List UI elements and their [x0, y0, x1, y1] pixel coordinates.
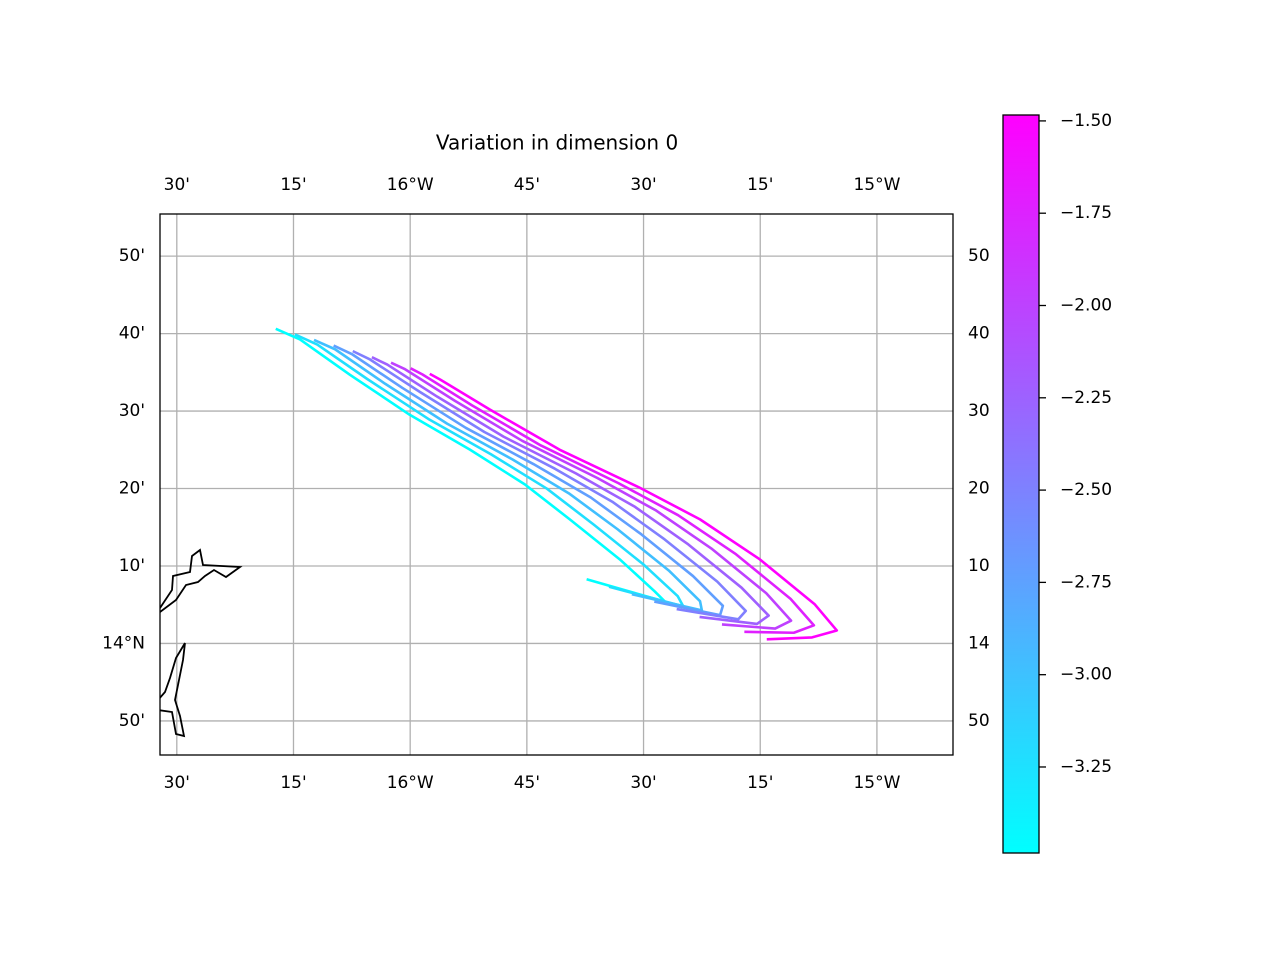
x-tick-label-top: 15°W	[853, 175, 900, 195]
colorbar-tick-label: −2.75	[1060, 572, 1112, 592]
colorbar-tick-label: −3.25	[1060, 757, 1112, 777]
trajectory	[275, 327, 667, 603]
x-tick-label-top: 16°W	[387, 175, 434, 195]
x-tick-label-top: 30'	[164, 175, 190, 195]
coast	[160, 642, 186, 738]
plot-frame	[159, 213, 954, 756]
y-tick-label: 50'	[119, 711, 145, 731]
y-tick-label: 50'	[119, 246, 145, 266]
y2-tick-label: 50	[968, 711, 990, 731]
x-tick-label: 15'	[747, 773, 773, 793]
trajectory	[352, 349, 748, 621]
y-tick-label: 40'	[119, 324, 145, 344]
x-tick-label: 45'	[514, 773, 540, 793]
x-tick-label-top: 30'	[630, 175, 656, 195]
trajectory	[313, 338, 704, 612]
colorbar-tick-label: −1.50	[1060, 111, 1112, 131]
y2-tick-label: 30	[968, 401, 990, 421]
trajectory	[371, 355, 770, 626]
colorbar	[1002, 114, 1040, 854]
labels: 30' 30' 15' 15' 16°W 16°W 45' 45' 30' 30' 15' 15' 15…	[102, 111, 1112, 793]
colorbar-tick-label: −2.50	[1060, 480, 1112, 500]
chart-title: Variation in dimension 0	[436, 131, 678, 155]
trajectory	[410, 367, 816, 635]
x-tick-label: 30'	[164, 773, 190, 793]
trajectory	[333, 344, 725, 617]
trajectories	[275, 327, 839, 641]
y2-tick-label: 40	[968, 324, 990, 344]
y-tick-label: 20'	[119, 479, 145, 499]
y2-tick-label: 50	[968, 246, 990, 266]
grid	[160, 214, 953, 755]
y2-tick-label: 20	[968, 479, 990, 499]
x-tick-label-top: 15'	[747, 175, 773, 195]
colorbar-tick-label: −2.00	[1060, 295, 1112, 315]
colorbar-tick-label: −2.25	[1060, 388, 1112, 408]
coast	[160, 548, 243, 613]
trajectory	[294, 333, 685, 608]
x-tick-label-top: 15'	[280, 175, 306, 195]
coastline	[160, 548, 243, 738]
y-tick-label: 30'	[119, 401, 145, 421]
trajectory	[390, 361, 793, 630]
y2-tick-label: 10	[968, 556, 990, 576]
x-tick-label: 15'	[280, 773, 306, 793]
y-tick-label: 14°N	[102, 633, 145, 653]
x-tick-label-top: 45'	[514, 175, 540, 195]
colorbar-tick-label: −3.00	[1060, 665, 1112, 685]
y2-tick-label: 14	[968, 633, 990, 653]
trajectory	[429, 372, 839, 641]
y-tick-label: 10'	[119, 556, 145, 576]
x-tick-label: 30'	[630, 773, 656, 793]
colorbar-tick-label: −1.75	[1060, 203, 1112, 223]
x-tick-label: 16°W	[387, 773, 434, 793]
x-tick-label: 15°W	[853, 773, 900, 793]
